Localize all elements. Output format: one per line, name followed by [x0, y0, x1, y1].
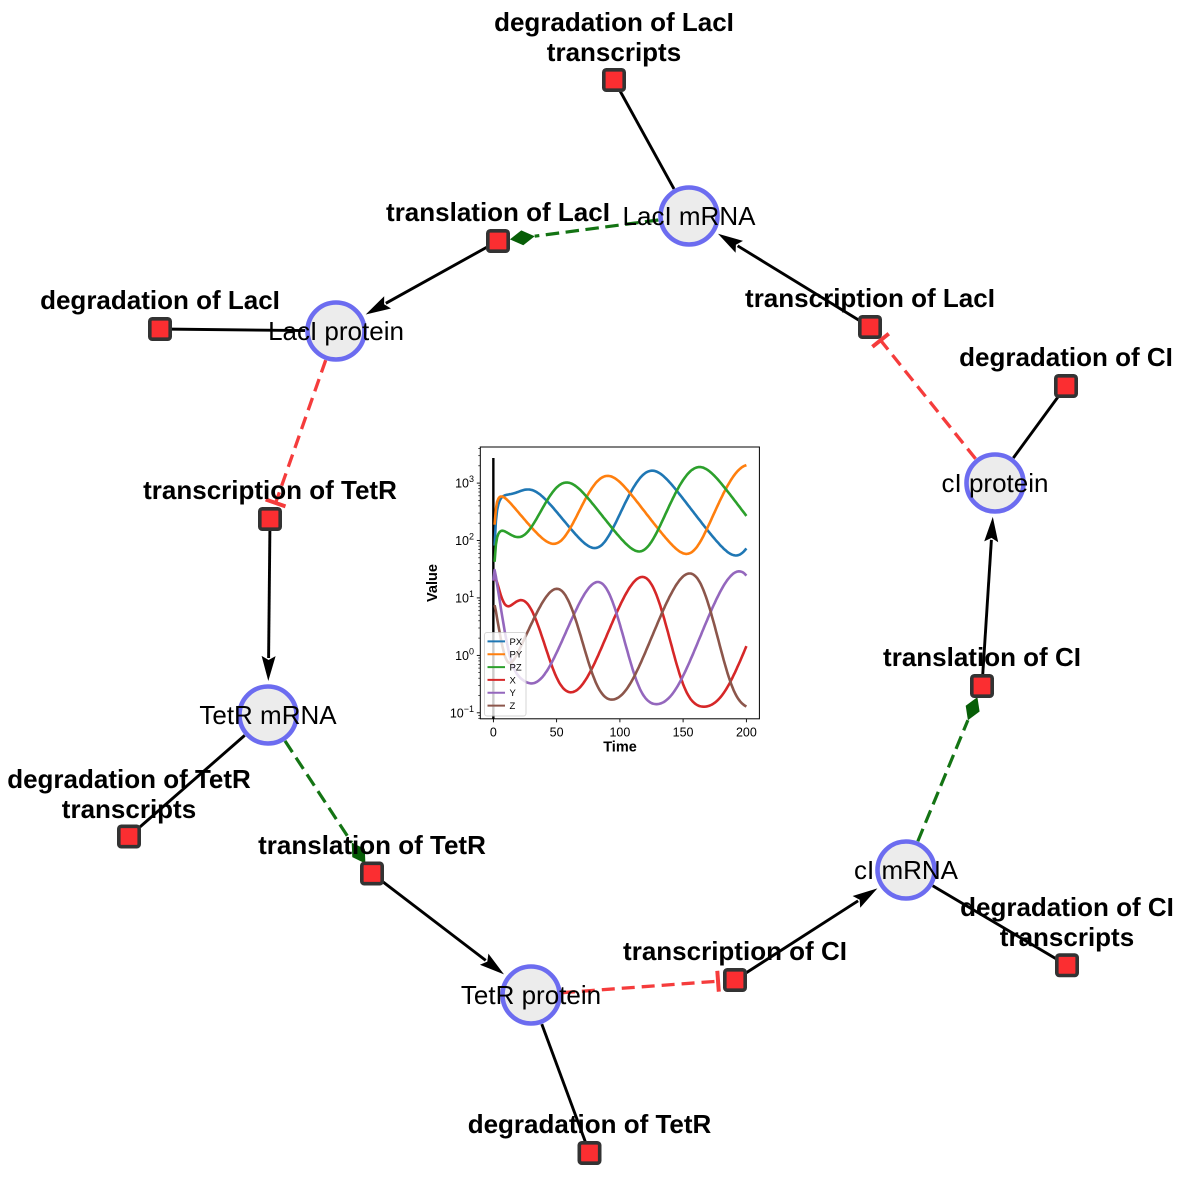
svg-text:LacI protein: LacI protein [268, 316, 404, 346]
svg-text:degradation of LacI: degradation of LacI [40, 285, 280, 315]
svg-text:transcripts: transcripts [547, 37, 681, 67]
svg-text:10−1: 10−1 [450, 704, 474, 721]
svg-text:transcription of CI: transcription of CI [623, 936, 847, 966]
svg-text:translation of CI: translation of CI [883, 642, 1081, 672]
svg-text:150: 150 [673, 726, 694, 740]
svg-text:transcription of LacI: transcription of LacI [745, 283, 995, 313]
svg-text:transcripts: transcripts [62, 794, 196, 824]
svg-text:PZ: PZ [510, 663, 522, 674]
svg-text:transcription of TetR: transcription of TetR [143, 475, 397, 505]
svg-text:101: 101 [455, 589, 474, 606]
svg-text:X: X [510, 675, 517, 686]
svg-text:200: 200 [736, 726, 757, 740]
svg-text:degradation of TetR: degradation of TetR [468, 1109, 712, 1139]
svg-text:cI protein: cI protein [942, 468, 1049, 498]
svg-text:TetR mRNA: TetR mRNA [199, 700, 337, 730]
svg-text:translation of LacI: translation of LacI [386, 197, 610, 227]
svg-text:0: 0 [490, 726, 497, 740]
svg-text:transcripts: transcripts [1000, 922, 1134, 952]
svg-text:cI mRNA: cI mRNA [854, 855, 959, 885]
svg-text:PX: PX [510, 637, 523, 648]
svg-text:100: 100 [609, 726, 630, 740]
svg-text:Z: Z [510, 701, 516, 712]
svg-text:LacI mRNA: LacI mRNA [623, 201, 757, 231]
svg-text:TetR protein: TetR protein [461, 980, 601, 1010]
svg-text:50: 50 [550, 726, 564, 740]
svg-text:translation of TetR: translation of TetR [258, 830, 486, 860]
svg-text:100: 100 [455, 646, 474, 663]
svg-text:Value: Value [425, 564, 441, 602]
svg-text:Time: Time [603, 740, 637, 756]
svg-text:degradation of LacI: degradation of LacI [494, 7, 734, 37]
svg-text:degradation of TetR: degradation of TetR [7, 764, 251, 794]
svg-text:PY: PY [510, 650, 523, 661]
svg-text:Y: Y [510, 688, 517, 699]
svg-text:102: 102 [455, 532, 474, 549]
svg-text:103: 103 [455, 474, 474, 491]
svg-text:degradation of CI: degradation of CI [959, 342, 1173, 372]
svg-text:degradation of CI: degradation of CI [960, 892, 1174, 922]
